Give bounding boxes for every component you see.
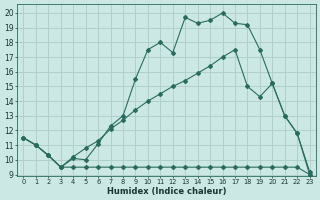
- X-axis label: Humidex (Indice chaleur): Humidex (Indice chaleur): [107, 187, 226, 196]
